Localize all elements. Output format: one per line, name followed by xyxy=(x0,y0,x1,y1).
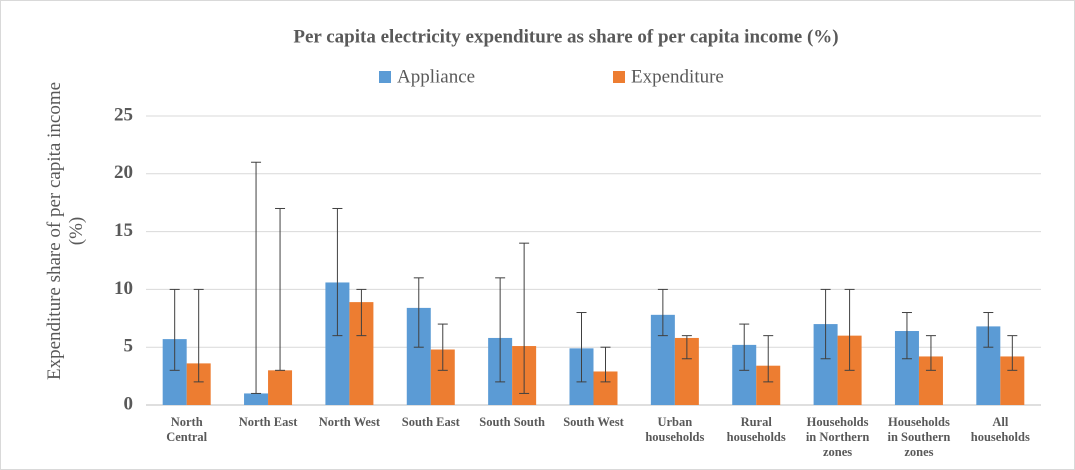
x-tick-label: Rural households xyxy=(726,415,786,444)
x-tick-label: Households in Southern zones xyxy=(887,415,951,459)
y-tick-label: 10 xyxy=(114,278,133,299)
x-tick-label: South West xyxy=(563,415,624,429)
x-tick-label: Households in Northern zones xyxy=(805,415,870,459)
x-tick-label: North East xyxy=(238,415,298,429)
x-tick-label: South South xyxy=(479,415,545,429)
x-tick-label: All households xyxy=(970,415,1030,444)
legend-swatch xyxy=(379,71,391,83)
x-tick-label: North Central xyxy=(166,415,208,444)
x-tick-label: Urban households xyxy=(645,415,705,444)
bar xyxy=(1000,356,1025,405)
bar xyxy=(244,393,269,405)
y-tick-label: 5 xyxy=(124,336,134,357)
y-tick-label: 20 xyxy=(114,162,133,183)
y-tick-label: 25 xyxy=(114,104,133,125)
legend-label: Appliance xyxy=(397,66,475,87)
y-tick-label: 0 xyxy=(124,393,134,414)
y-tick-label: 15 xyxy=(114,220,133,241)
bar xyxy=(268,370,293,405)
chart-title: Per capita electricity expenditure as sh… xyxy=(293,26,838,47)
legend-swatch xyxy=(613,71,625,83)
y-axis-label: Expenditure share of per capita income (… xyxy=(44,81,87,381)
x-tick-label: North West xyxy=(318,415,381,429)
legend-label: Expenditure xyxy=(631,66,724,87)
x-tick-label: South East xyxy=(401,415,460,429)
